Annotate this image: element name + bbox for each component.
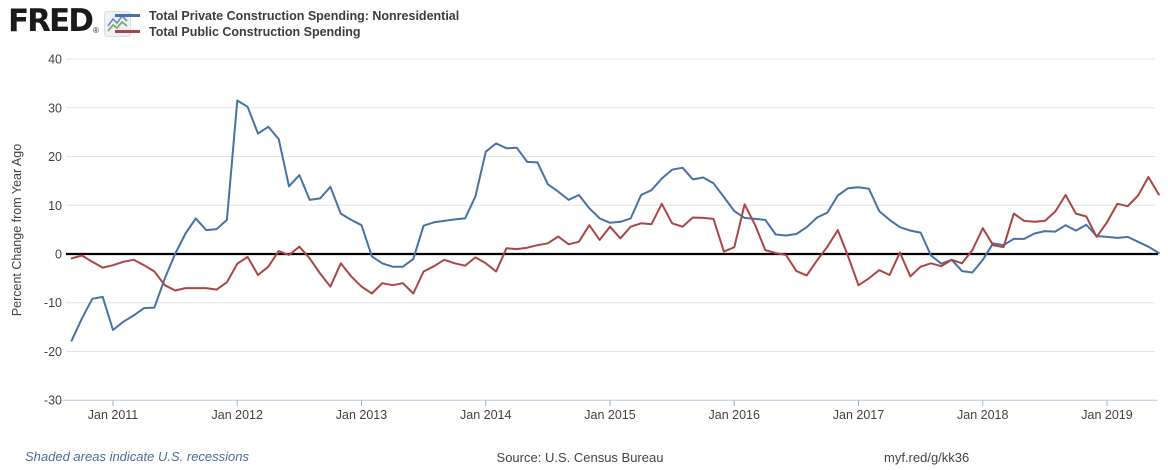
legend-item-private-nonresidential: Total Private Construction Spending: Non… bbox=[115, 8, 459, 23]
x-tick-label: Jan 2014 bbox=[460, 408, 511, 422]
y-tick-label: 30 bbox=[48, 101, 62, 115]
legend-item-public: Total Public Construction Spending bbox=[115, 24, 459, 39]
x-tick-label: Jan 2017 bbox=[833, 408, 884, 422]
recession-note: Shaded areas indicate U.S. recessions bbox=[25, 449, 250, 464]
legend-label: Total Private Construction Spending: Non… bbox=[149, 8, 460, 23]
x-tick-label: Jan 2018 bbox=[957, 408, 1008, 422]
fred-logo-text: FRED bbox=[8, 3, 94, 39]
chart-legend: Total Private Construction Spending: Non… bbox=[115, 8, 459, 40]
x-tick-label: Jan 2011 bbox=[88, 408, 139, 422]
data-source: Source: U.S. Census Bureau bbox=[496, 450, 664, 465]
y-tick-label: -20 bbox=[44, 345, 62, 359]
fred-short-link[interactable]: myf.red/g/kk36 bbox=[884, 450, 970, 465]
registered-trademark: ® bbox=[92, 26, 99, 35]
legend-line-swatch-red bbox=[115, 30, 140, 33]
y-tick-label: -10 bbox=[44, 296, 62, 310]
y-tick-label: 0 bbox=[55, 248, 62, 262]
x-tick-label: Jan 2019 bbox=[1081, 408, 1132, 422]
legend-line-swatch-blue bbox=[115, 14, 140, 17]
y-tick-label: 10 bbox=[48, 199, 62, 213]
series-line-private-nonresidential bbox=[70, 99, 1160, 342]
x-tick-label: Jan 2015 bbox=[584, 408, 635, 422]
series-line-public-construction bbox=[70, 176, 1160, 295]
y-tick-label: 20 bbox=[48, 150, 62, 164]
x-tick-label: Jan 2012 bbox=[212, 408, 263, 422]
y-tick-label: -30 bbox=[44, 394, 62, 408]
x-tick-label: Jan 2013 bbox=[336, 408, 387, 422]
x-tick-label: Jan 2016 bbox=[709, 408, 760, 422]
y-tick-label: 40 bbox=[48, 53, 62, 67]
y-axis-title: Percent Change from Year Ago bbox=[10, 144, 24, 316]
legend-label: Total Public Construction Spending bbox=[149, 24, 361, 39]
